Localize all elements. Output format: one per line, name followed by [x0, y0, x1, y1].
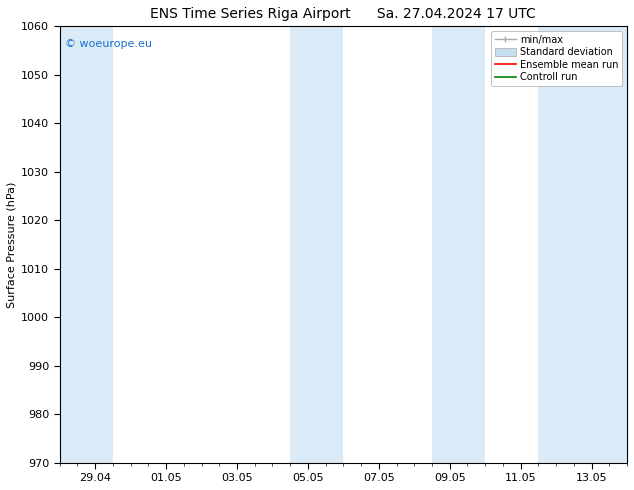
Bar — [432, 26, 485, 463]
Legend: min/max, Standard deviation, Ensemble mean run, Controll run: min/max, Standard deviation, Ensemble me… — [491, 31, 622, 86]
Bar — [60, 26, 113, 463]
Bar — [290, 26, 344, 463]
Text: © woeurope.eu: © woeurope.eu — [65, 39, 152, 49]
Bar — [538, 26, 627, 463]
Y-axis label: Surface Pressure (hPa): Surface Pressure (hPa) — [7, 181, 17, 308]
Title: ENS Time Series Riga Airport      Sa. 27.04.2024 17 UTC: ENS Time Series Riga Airport Sa. 27.04.2… — [150, 7, 536, 21]
